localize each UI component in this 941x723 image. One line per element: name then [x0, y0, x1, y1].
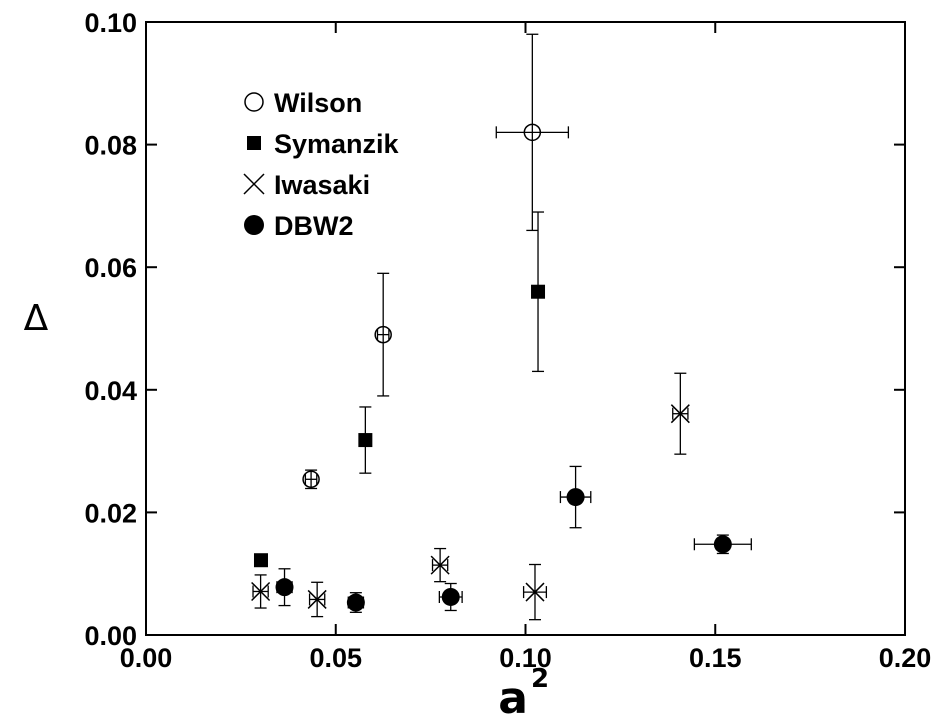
iwasaki-point	[525, 582, 545, 602]
x-tick-label: 0.10	[499, 643, 552, 673]
dbw2-point	[713, 535, 732, 554]
legend-label-iwasaki: Iwasaki	[274, 170, 370, 200]
legend: Wilson Symanzik Iwasaki DBW2	[243, 88, 400, 241]
legend-label-wilson: Wilson	[274, 88, 362, 118]
symanzik-point	[531, 284, 546, 299]
y-tick-label: 0.04	[84, 376, 137, 406]
legend-marker-iwasaki	[243, 173, 265, 195]
y-tick-label: 0.08	[84, 131, 137, 161]
iwasaki-point	[670, 404, 690, 424]
x-tick-label: 0.05	[309, 643, 362, 673]
wilson-point	[302, 470, 320, 489]
y-tick-label: 0.10	[84, 8, 137, 38]
symanzik-point	[253, 553, 268, 568]
legend-marker-symanzik	[247, 136, 261, 150]
dbw2-point	[346, 593, 365, 612]
legend-marker-dbw2	[244, 215, 264, 235]
iwasaki-point	[307, 589, 327, 609]
legend-marker-wilson	[244, 92, 264, 112]
y-tick-label: 0.02	[84, 498, 137, 528]
x-tick-label: 0.15	[689, 643, 742, 673]
dbw2-point	[441, 587, 460, 606]
legend-label-symanzik: Symanzik	[274, 129, 400, 159]
dbw2-point	[566, 488, 585, 507]
y-tick-label: 0.06	[84, 253, 137, 283]
x-axis-title-superscript: 2	[531, 664, 549, 694]
wilson-point	[374, 325, 392, 344]
x-tick-label: 0.20	[879, 643, 932, 673]
iwasaki-point	[430, 555, 450, 575]
x-axis-title: a	[498, 673, 528, 723]
plot-frame	[145, 21, 906, 636]
symanzik-point	[358, 433, 373, 448]
dbw2-point	[275, 578, 294, 597]
axis-ticks	[145, 21, 906, 636]
data-marks	[251, 33, 752, 621]
wilson-point	[523, 123, 542, 142]
y-axis-title: Δ	[24, 298, 49, 339]
x-tick-label: 0.00	[120, 643, 173, 673]
iwasaki-point	[251, 581, 271, 602]
axis-tick-labels: 0.00 0.05 0.10 0.15 0.20 0.00 0.02 0.04 0.06 0.08…	[84, 8, 931, 673]
y-tick-label: 0.00	[84, 621, 137, 651]
legend-label-dbw2: DBW2	[274, 211, 354, 241]
